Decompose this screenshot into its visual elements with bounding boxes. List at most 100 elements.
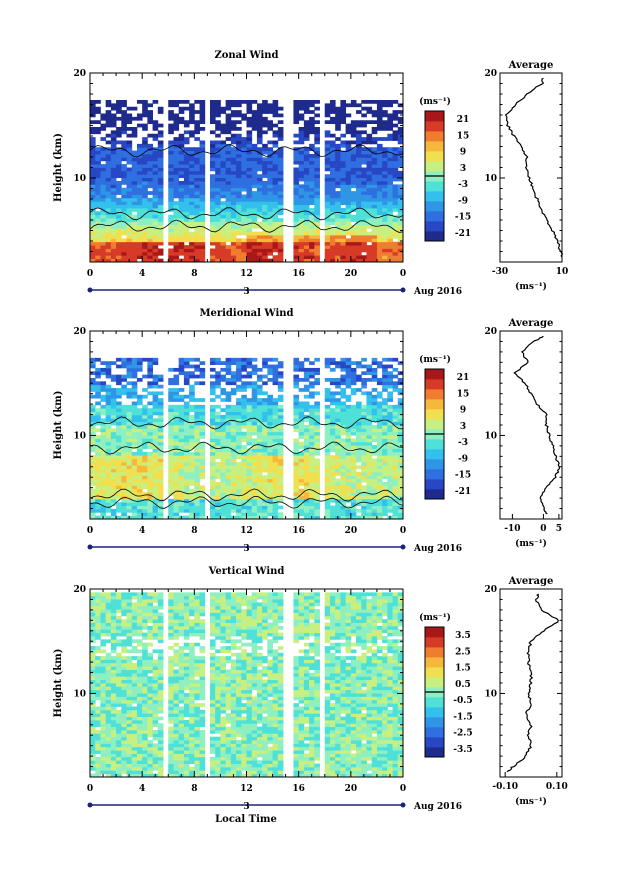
heatmap-cell [392,435,399,439]
heatmap-cell [90,622,96,627]
heatmap-cell [95,167,101,172]
heatmap-cell [298,431,305,436]
heatmap-cell [314,421,320,426]
heatmap-cell [157,201,164,206]
heatmap-cell [215,235,221,239]
heatmap-cell [131,371,138,376]
heatmap-cell [376,143,383,148]
heatmap-cell [178,505,185,510]
heatmap-cell [189,374,195,379]
heatmap-cell [335,110,341,114]
heatmap-cell [95,448,101,453]
heatmap-cell [230,154,237,158]
heatmap-cell [90,408,96,412]
heatmap-cell [194,408,200,412]
heatmap-cell [382,381,388,386]
heatmap-cell [251,394,258,399]
heatmap-cell [277,505,284,510]
heatmap-cell [361,201,367,206]
heatmap-cell [324,505,331,510]
heatmap-cell [147,367,153,372]
x-tick-label: 4 [139,526,145,536]
heatmap-cell [340,251,347,256]
heatmap-cell [126,364,133,369]
heatmap-cell [335,381,341,386]
heatmap-cell [256,194,263,199]
heatmap-cell [194,150,200,155]
heatmap-cell [116,103,122,108]
heatmap-cell [303,197,310,202]
heatmap-cell [209,147,216,152]
panel-title: Vertical Wind [208,566,285,577]
heatmap-cell [136,248,143,253]
heatmap-cell [131,197,138,202]
heatmap-cell [277,371,284,376]
heatmap-cell [382,177,388,182]
heatmap-cell [100,154,107,158]
heatmap-cell [116,431,122,436]
heatmap-cell [345,177,352,182]
colorbar-tick-label: -15 [455,471,471,481]
heatmap-cell [366,398,373,402]
heatmap-cell [95,770,101,775]
heatmap-cell [90,646,96,650]
heatmap-cell [366,485,373,490]
heatmap-cell [142,425,148,429]
heatmap-cell [262,482,268,486]
heatmap-cell [324,465,331,470]
heatmap-cell [126,157,133,162]
heatmap-cell [361,191,367,195]
heatmap-cell [90,384,96,389]
heatmap-cell [209,160,216,165]
heatmap-cell [361,475,367,480]
heatmap-cell [256,492,263,496]
heatmap-cell [183,421,190,426]
heatmap-cell [236,401,242,406]
heatmap-cell [272,113,279,118]
heatmap-cell [350,133,357,138]
heatmap-cell [236,512,242,517]
heatmap-cell [209,197,216,202]
heatmap-cell [314,194,320,199]
heatmap-cell [251,485,258,490]
heatmap-cell [361,492,367,496]
heatmap-cell [173,455,180,459]
heatmap-cell [335,235,341,239]
heatmap-cell [236,408,242,412]
heatmap-cell [356,472,362,476]
heatmap-cell [356,140,362,145]
heatmap-cell [136,378,143,382]
heatmap-cell [371,127,378,131]
heatmap-cell [272,228,279,233]
heatmap-cell [356,103,362,108]
heatmap-cell [356,228,362,233]
heatmap-cell [168,113,174,118]
heatmap-cell [142,455,148,459]
heatmap-cell [152,100,159,104]
heatmap-cell [95,184,101,189]
heatmap-cell [256,448,263,453]
heatmap-cell [147,371,153,376]
heatmap-cell [345,508,352,513]
heatmap-cell [110,218,117,222]
heatmap-cell [387,120,393,125]
heatmap-cell [121,167,127,172]
heatmap-cell [256,184,263,189]
heatmap-cell [324,103,331,108]
heatmap-cell [100,187,107,192]
x-tick-label: 20 [345,269,358,279]
heatmap-cell [376,455,383,459]
heatmap-cell [382,157,388,162]
heatmap-cell [376,174,383,179]
heatmap-cell [199,191,206,195]
heatmap-cell [199,187,206,192]
heatmap-cell [136,445,143,449]
heatmap-cell [157,204,164,209]
colorbar-segment [425,489,444,500]
heatmap-cell [324,231,331,236]
heatmap-cell [183,174,190,179]
heatmap-cell [262,191,268,195]
heatmap-cell [329,485,336,490]
heatmap-cell [215,445,221,449]
heatmap-cell [116,495,122,500]
